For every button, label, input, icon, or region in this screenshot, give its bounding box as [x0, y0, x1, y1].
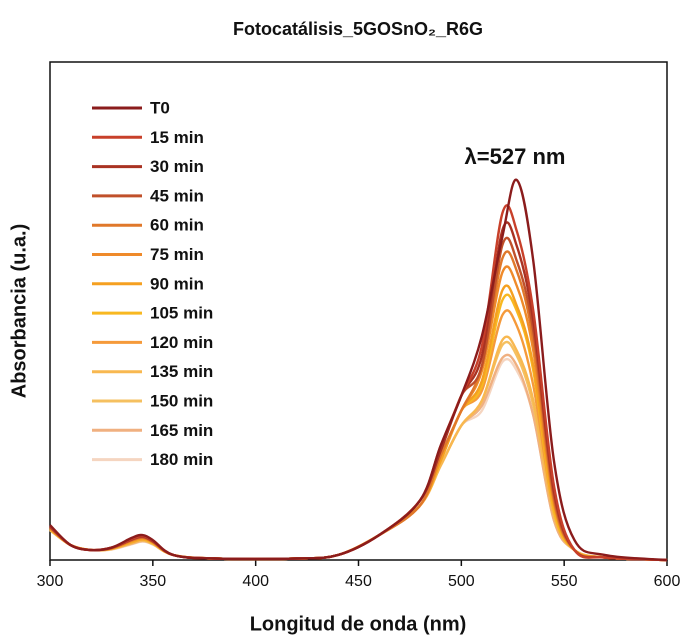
legend-label: 15 min	[150, 128, 204, 147]
spectrum-line	[49, 335, 668, 562]
x-tick-label: 300	[37, 573, 64, 590]
x-axis-label: Longitud de onda (nm)	[250, 613, 467, 635]
annotation: λ=527 nm	[465, 144, 566, 169]
legend-label: 60 min	[150, 216, 204, 235]
legend-label: 165 min	[150, 421, 213, 440]
x-tick-label: 450	[345, 573, 372, 590]
spectrum-line	[49, 204, 668, 562]
legend-label: 30 min	[150, 157, 204, 176]
legend-label: 105 min	[150, 304, 213, 323]
chart-title: Fotocatálisis_5GOSnO₂_R6G	[233, 19, 483, 39]
legend-label: 180 min	[150, 450, 213, 469]
legend-label: T0	[150, 98, 170, 117]
spectrum-line	[49, 340, 668, 562]
plot-frame	[49, 61, 668, 561]
x-tick-label: 600	[654, 573, 681, 590]
spectrum-line	[49, 221, 668, 562]
legend-label: 120 min	[150, 333, 213, 352]
legend-label: 90 min	[150, 274, 204, 293]
x-tick-label: 550	[551, 573, 578, 590]
legend-label: 150 min	[150, 391, 213, 410]
spectrum-line	[49, 265, 668, 562]
spectrum-line	[49, 236, 668, 562]
spectrum-line	[49, 250, 668, 562]
spectrum-line	[49, 357, 668, 562]
spectrum-line	[49, 293, 668, 562]
x-tick-label: 400	[242, 573, 269, 590]
spectrum-line	[49, 353, 668, 562]
legend-label: 135 min	[150, 362, 213, 381]
x-tick-label: 350	[139, 573, 166, 590]
legend-label: 45 min	[150, 186, 204, 205]
x-tick-label: 500	[448, 573, 475, 590]
legend-label: 75 min	[150, 245, 204, 264]
spectrum-line	[49, 178, 668, 562]
spectrum-line	[49, 309, 668, 562]
y-axis-label: Absorbancia (u.a.)	[8, 224, 30, 398]
spectrum-line	[49, 284, 668, 562]
